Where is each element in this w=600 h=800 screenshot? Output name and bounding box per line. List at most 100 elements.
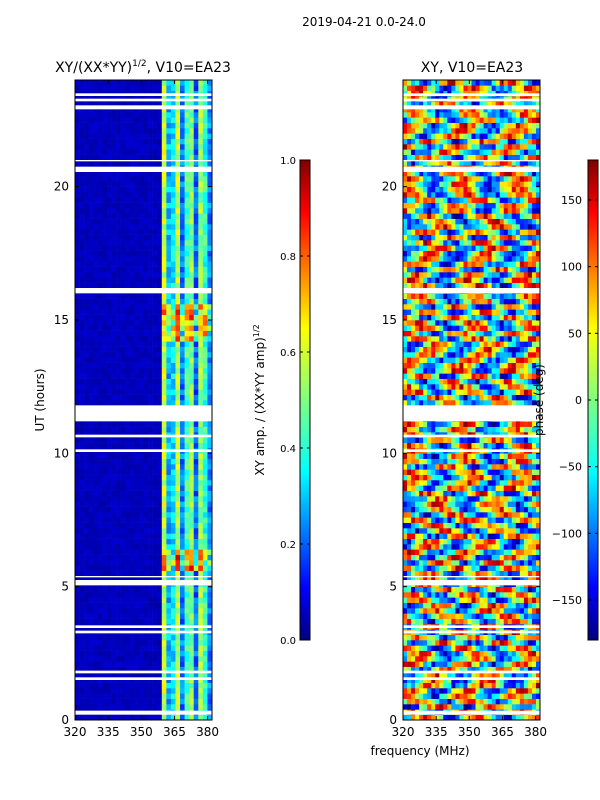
- heatmap-cell: [535, 645, 541, 651]
- heatmap-cell: [403, 661, 408, 667]
- heatmap-cell: [93, 613, 99, 619]
- heatmap-cell: [111, 282, 117, 289]
- heatmap-cell: [152, 714, 158, 721]
- heatmap-cell: [116, 357, 121, 363]
- heatmap-cell: [180, 464, 185, 470]
- heatmap-cell: [427, 698, 432, 705]
- heatmap-cell: [129, 133, 135, 139]
- heatmap-cell: [93, 554, 99, 561]
- heatmap-cell: [519, 640, 525, 646]
- heatmap-cell: [193, 378, 199, 385]
- heatmap-cell: [207, 442, 213, 449]
- heatmap-cell: [79, 384, 85, 390]
- heatmap-cell: [111, 336, 117, 342]
- heatmap-cell: [157, 368, 163, 374]
- heatmap-cell: [415, 698, 420, 705]
- heatmap-cell: [451, 661, 456, 667]
- heatmap-cell: [443, 650, 448, 657]
- heatmap-cell: [143, 666, 149, 673]
- heatmap-cell: [125, 352, 131, 358]
- heatmap-cell: [106, 437, 112, 443]
- heatmap-cell: [134, 341, 140, 347]
- heatmap-cell: [129, 560, 135, 566]
- heatmap-cell: [125, 453, 131, 459]
- heatmap-cell: [97, 693, 103, 699]
- heatmap-cell: [475, 528, 480, 534]
- heatmap-cell: [138, 442, 144, 449]
- heatmap-cell: [189, 309, 195, 315]
- heatmap-cell: [111, 474, 117, 481]
- heatmap-cell: [102, 240, 108, 246]
- heatmap-cell: [467, 704, 472, 710]
- heatmap-cell: [157, 576, 163, 582]
- heatmap-cell: [447, 677, 452, 683]
- heatmap-cell: [97, 80, 103, 86]
- heatmap-cell: [175, 229, 181, 235]
- heatmap-cell: [143, 656, 149, 662]
- flagged-row: [75, 449, 212, 452]
- heatmap-cell: [120, 160, 126, 166]
- heatmap-cell: [427, 714, 432, 721]
- heatmap-cell: [125, 650, 131, 657]
- heatmap-cell: [143, 170, 149, 177]
- heatmap-cell: [189, 554, 195, 561]
- heatmap-cell: [531, 522, 537, 529]
- heatmap-cell: [479, 645, 484, 651]
- heatmap-cell: [106, 677, 112, 683]
- heatmap-cell: [198, 464, 204, 470]
- heatmap-cell: [157, 522, 163, 529]
- heatmap-cell: [116, 128, 121, 134]
- heatmap-cell: [106, 357, 112, 363]
- heatmap-cell: [93, 421, 99, 427]
- heatmap-cell: [175, 378, 181, 385]
- heatmap-cell: [152, 682, 158, 689]
- heatmap-cell: [189, 640, 195, 646]
- heatmap-cell: [180, 362, 185, 369]
- heatmap-cell: [198, 154, 204, 161]
- heatmap-cell: [138, 368, 144, 374]
- heatmap-cell: [463, 714, 468, 721]
- heatmap-cell: [106, 181, 112, 187]
- heatmap-cell: [207, 400, 213, 406]
- heatmap-cell: [152, 266, 158, 273]
- heatmap-cell: [79, 186, 85, 193]
- heatmap-cell: [459, 560, 464, 566]
- heatmap-cell: [189, 208, 195, 214]
- heatmap-cell: [88, 682, 94, 689]
- heatmap-cell: [202, 650, 208, 657]
- heatmap-cell: [459, 576, 464, 582]
- heatmap-cell: [455, 704, 460, 710]
- heatmap-cell: [180, 304, 185, 310]
- heatmap-cell: [175, 304, 181, 310]
- heatmap-cell: [184, 117, 190, 123]
- heatmap-cell: [184, 544, 190, 550]
- heatmap-cell: [519, 704, 525, 710]
- heatmap-cell: [207, 608, 213, 614]
- heatmap-cell: [511, 544, 517, 550]
- heatmap-cell: [202, 570, 208, 577]
- heatmap-cell: [134, 197, 140, 203]
- heatmap-cell: [503, 650, 509, 657]
- heatmap-cell: [157, 218, 163, 225]
- heatmap-cell: [479, 666, 484, 673]
- heatmap-cell: [129, 640, 135, 646]
- heatmap-cell: [439, 528, 444, 534]
- heatmap-cell: [175, 373, 181, 379]
- heatmap-cell: [403, 618, 408, 625]
- heatmap-cell: [198, 224, 204, 230]
- heatmap-cell: [487, 533, 492, 539]
- heatmap-cell: [93, 373, 99, 379]
- heatmap-cell: [435, 661, 440, 667]
- heatmap-cell: [138, 602, 144, 609]
- heatmap-cell: [207, 645, 213, 651]
- heatmap-cell: [507, 640, 513, 646]
- heatmap-cell: [125, 597, 131, 603]
- heatmap-cell: [75, 128, 80, 134]
- heatmap-cell: [129, 400, 135, 406]
- heatmap-cell: [198, 352, 204, 358]
- heatmap-cell: [97, 122, 103, 129]
- heatmap-cell: [411, 698, 416, 705]
- heatmap-cell: [106, 245, 112, 251]
- heatmap-cell: [138, 149, 144, 155]
- heatmap-cell: [88, 602, 94, 609]
